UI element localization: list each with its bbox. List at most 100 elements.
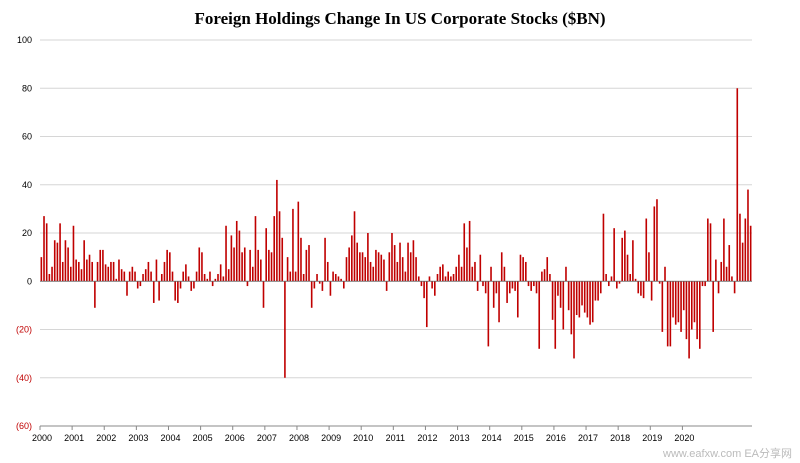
bar: [546, 257, 549, 282]
bar: [340, 278, 342, 282]
bar: [573, 281, 575, 359]
bar: [559, 281, 562, 308]
bar: [632, 240, 634, 282]
bar: [115, 278, 118, 282]
bar: [597, 281, 599, 301]
bar: [479, 254, 482, 282]
bar: [669, 281, 672, 347]
x-tick-label: 2008: [289, 433, 309, 443]
bar: [701, 281, 704, 287]
bar: [324, 237, 326, 282]
bar: [182, 271, 185, 282]
bar: [455, 266, 458, 282]
bar: [645, 218, 648, 282]
y-tick-label: 40: [22, 180, 32, 190]
bar: [51, 266, 53, 282]
x-tick-label: 2012: [417, 433, 437, 443]
bar: [187, 276, 190, 282]
bar: [562, 281, 565, 330]
bar: [648, 252, 650, 282]
bar: [468, 220, 471, 282]
bar: [230, 235, 233, 282]
bar: [249, 249, 251, 282]
bar: [353, 211, 356, 282]
bar: [219, 264, 222, 282]
bar: [102, 249, 104, 282]
bar: [107, 266, 110, 282]
bar: [201, 252, 203, 282]
bar: [316, 274, 318, 282]
bar: [318, 281, 321, 284]
bar: [364, 257, 367, 282]
bar: [203, 274, 206, 282]
bar: [289, 271, 292, 282]
bar: [565, 266, 567, 282]
bar: [731, 276, 733, 282]
bar: [235, 220, 238, 282]
bar: [412, 240, 415, 282]
bar: [297, 201, 300, 282]
bar: [567, 281, 570, 311]
bar: [629, 274, 632, 282]
bar: [112, 261, 115, 282]
bar: [656, 199, 658, 282]
bar: [380, 254, 383, 282]
bar: [177, 281, 179, 303]
bar: [321, 281, 324, 291]
bar: [586, 281, 589, 318]
x-tick-label: 2003: [128, 433, 148, 443]
bar: [193, 281, 195, 289]
bar: [447, 271, 449, 282]
bar: [482, 281, 484, 287]
bar: [308, 245, 310, 282]
bar: [642, 281, 645, 299]
bar: [367, 233, 369, 282]
bar: [209, 271, 211, 282]
bar: [506, 281, 508, 303]
bar: [361, 252, 364, 282]
x-tick-label: 2009: [321, 433, 341, 443]
bar: [723, 218, 725, 282]
bar: [104, 264, 107, 282]
bar: [637, 281, 640, 294]
bar: [535, 281, 538, 294]
bar: [383, 259, 385, 282]
bar: [749, 225, 752, 282]
bar: [682, 281, 685, 311]
bar: [693, 281, 696, 323]
bar: [393, 245, 396, 282]
bar: [169, 252, 171, 282]
y-tick-label: 80: [22, 83, 32, 93]
bar: [736, 88, 739, 282]
bar: [166, 249, 168, 282]
bar: [543, 269, 546, 282]
x-tick-label: 2015: [514, 433, 534, 443]
x-tick-label: 2010: [353, 433, 373, 443]
bar: [417, 276, 420, 282]
bar: [557, 281, 559, 296]
bar: [359, 252, 361, 282]
bar: [658, 281, 661, 284]
bar: [64, 240, 67, 282]
bar: [78, 261, 80, 282]
bar: [599, 281, 602, 294]
bar: [428, 276, 431, 282]
bar: [136, 281, 139, 289]
bar: [530, 281, 532, 291]
bar: [268, 249, 270, 282]
bar: [725, 266, 728, 282]
bar: [508, 281, 511, 294]
bar: [450, 276, 452, 282]
bar: [139, 281, 142, 287]
bar: [551, 281, 554, 320]
bar: [439, 266, 441, 282]
bar: [334, 274, 337, 282]
bar: [733, 281, 736, 294]
bar: [717, 281, 720, 294]
bar: [238, 230, 241, 282]
bar: [356, 242, 358, 282]
bar: [607, 281, 610, 287]
bar: [343, 281, 345, 289]
bar: [425, 281, 428, 328]
bar: [578, 281, 581, 318]
